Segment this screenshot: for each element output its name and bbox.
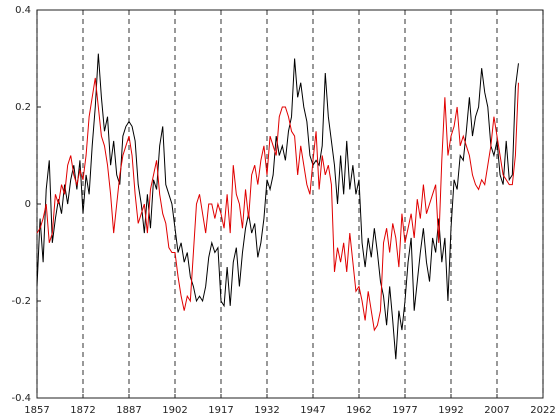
y-tick-label: -0.4	[11, 393, 31, 404]
x-tick-label: 1992	[438, 405, 463, 416]
y-tick-label: 0.2	[15, 102, 31, 113]
x-tick-label: 1887	[116, 405, 141, 416]
y-tick-label: -0.2	[11, 296, 31, 307]
x-tick-label: 1932	[254, 405, 279, 416]
data-line	[36, 77, 519, 332]
plot-frame	[36, 9, 544, 399]
y-tick-label: 0.4	[15, 5, 31, 16]
x-tick-label: 1917	[208, 405, 233, 416]
x-tick-label: 1857	[24, 405, 49, 416]
x-tick-label: 1872	[70, 405, 95, 416]
data-line	[36, 53, 519, 360]
x-tick-label: 1962	[346, 405, 371, 416]
x-tick-label: 2007	[484, 405, 509, 416]
y-tick-label: 0	[25, 199, 31, 210]
x-tick-label: 1902	[162, 405, 187, 416]
x-tick-label: 1947	[300, 405, 325, 416]
x-tick-label: 2022	[530, 405, 555, 416]
x-tick-label: 1977	[392, 405, 417, 416]
